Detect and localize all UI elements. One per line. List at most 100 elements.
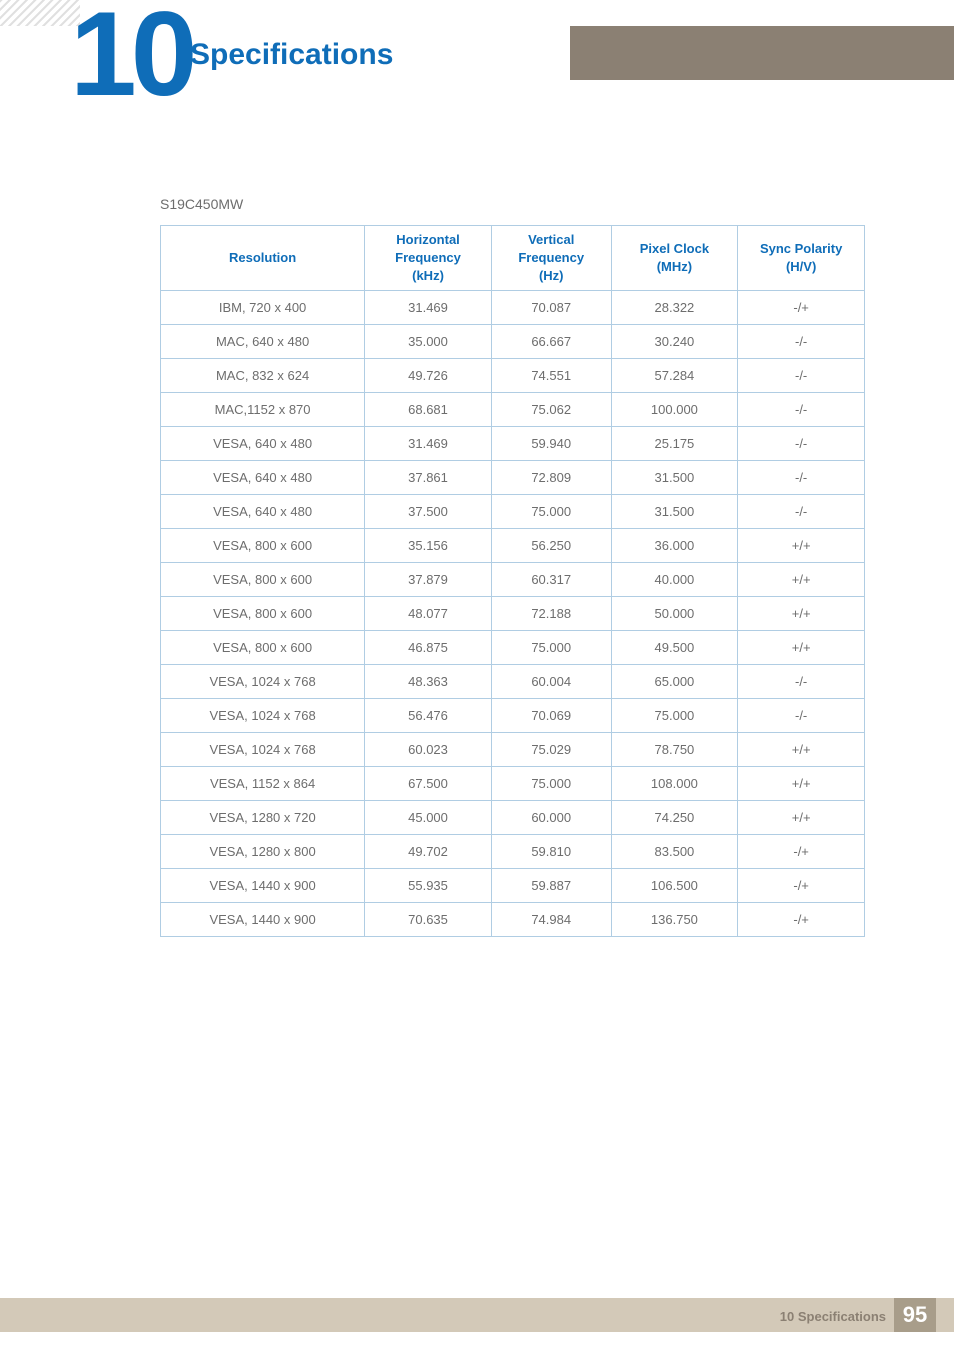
table-cell: 70.087: [491, 291, 611, 325]
table-cell: 31.469: [365, 427, 492, 461]
table-cell: 78.750: [611, 733, 738, 767]
table-cell: +/+: [738, 631, 865, 665]
table-row: MAC,1152 x 87068.68175.062100.000-/-: [161, 393, 865, 427]
table-cell: 28.322: [611, 291, 738, 325]
table-row: VESA, 1440 x 90055.93559.887106.500-/+: [161, 869, 865, 903]
table-cell: 25.175: [611, 427, 738, 461]
table-cell: 106.500: [611, 869, 738, 903]
table-cell: 45.000: [365, 801, 492, 835]
table-cell: VESA, 800 x 600: [161, 631, 365, 665]
model-label: S19C450MW: [160, 196, 243, 212]
table-row: VESA, 800 x 60048.07772.18850.000+/+: [161, 597, 865, 631]
table-cell: VESA, 1024 x 768: [161, 665, 365, 699]
table-row: MAC, 832 x 62449.72674.55157.284-/-: [161, 359, 865, 393]
table-cell: -/-: [738, 427, 865, 461]
table-cell: IBM, 720 x 400: [161, 291, 365, 325]
table-cell: 48.077: [365, 597, 492, 631]
table-cell: 75.000: [491, 495, 611, 529]
table-cell: 70.069: [491, 699, 611, 733]
col-label: Sync Polarity(H/V): [760, 241, 842, 274]
table-cell: 60.317: [491, 563, 611, 597]
table-cell: +/+: [738, 597, 865, 631]
table-cell: 67.500: [365, 767, 492, 801]
table-cell: -/+: [738, 835, 865, 869]
table-cell: 72.809: [491, 461, 611, 495]
table-cell: 75.000: [491, 767, 611, 801]
table-cell: 60.023: [365, 733, 492, 767]
table-cell: 49.702: [365, 835, 492, 869]
table-cell: VESA, 640 x 480: [161, 427, 365, 461]
table-cell: 65.000: [611, 665, 738, 699]
table-cell: VESA, 800 x 600: [161, 597, 365, 631]
table-cell: 60.004: [491, 665, 611, 699]
table-cell: -/-: [738, 699, 865, 733]
table-cell: VESA, 640 x 480: [161, 495, 365, 529]
table-cell: 100.000: [611, 393, 738, 427]
chapter-badge: 10: [70, 0, 175, 125]
table-cell: 75.062: [491, 393, 611, 427]
table-cell: -/+: [738, 869, 865, 903]
col-label: Resolution: [229, 250, 296, 265]
table-cell: -/-: [738, 495, 865, 529]
table-row: VESA, 800 x 60035.15656.25036.000+/+: [161, 529, 865, 563]
table-row: VESA, 1024 x 76848.36360.00465.000-/-: [161, 665, 865, 699]
table-cell: +/+: [738, 733, 865, 767]
table-cell: VESA, 1152 x 864: [161, 767, 365, 801]
col-label: Pixel Clock(MHz): [640, 241, 709, 274]
table-cell: 49.500: [611, 631, 738, 665]
table-cell: 75.000: [611, 699, 738, 733]
table-cell: -/-: [738, 359, 865, 393]
table-cell: 37.879: [365, 563, 492, 597]
table-cell: VESA, 1024 x 768: [161, 733, 365, 767]
table-cell: 35.000: [365, 325, 492, 359]
table-cell: -/+: [738, 291, 865, 325]
table-cell: 40.000: [611, 563, 738, 597]
table-cell: -/-: [738, 461, 865, 495]
table-cell: 66.667: [491, 325, 611, 359]
table-cell: MAC, 832 x 624: [161, 359, 365, 393]
table-cell: 56.476: [365, 699, 492, 733]
table-cell: 60.000: [491, 801, 611, 835]
table-cell: 55.935: [365, 869, 492, 903]
table-cell: MAC,1152 x 870: [161, 393, 365, 427]
table-cell: 136.750: [611, 903, 738, 937]
table-cell: 83.500: [611, 835, 738, 869]
table-cell: MAC, 640 x 480: [161, 325, 365, 359]
table-cell: 68.681: [365, 393, 492, 427]
table-cell: -/-: [738, 665, 865, 699]
table-cell: VESA, 800 x 600: [161, 529, 365, 563]
col-pclock: Pixel Clock(MHz): [611, 226, 738, 291]
chapter-number: 10: [70, 0, 175, 108]
table-body: IBM, 720 x 40031.46970.08728.322-/+MAC, …: [161, 291, 865, 937]
table-cell: 37.861: [365, 461, 492, 495]
col-resolution: Resolution: [161, 226, 365, 291]
table-cell: 59.887: [491, 869, 611, 903]
table-cell: 36.000: [611, 529, 738, 563]
table-header-row: Resolution HorizontalFrequency(kHz) Vert…: [161, 226, 865, 291]
page-number: 95: [894, 1298, 936, 1332]
table-cell: -/-: [738, 393, 865, 427]
col-hfreq: HorizontalFrequency(kHz): [365, 226, 492, 291]
table-cell: 72.188: [491, 597, 611, 631]
table-cell: 50.000: [611, 597, 738, 631]
spec-table: Resolution HorizontalFrequency(kHz) Vert…: [160, 225, 865, 937]
col-label: VerticalFrequency(Hz): [518, 232, 584, 283]
table-row: VESA, 1024 x 76860.02375.02978.750+/+: [161, 733, 865, 767]
table-cell: +/+: [738, 801, 865, 835]
table-cell: 56.250: [491, 529, 611, 563]
table-cell: 35.156: [365, 529, 492, 563]
table-cell: 59.940: [491, 427, 611, 461]
table-cell: VESA, 1440 x 900: [161, 903, 365, 937]
col-syncpol: Sync Polarity(H/V): [738, 226, 865, 291]
table-row: VESA, 1152 x 86467.50075.000108.000+/+: [161, 767, 865, 801]
table-row: VESA, 800 x 60046.87575.00049.500+/+: [161, 631, 865, 665]
table-cell: 74.551: [491, 359, 611, 393]
table-cell: -/-: [738, 325, 865, 359]
table-row: VESA, 1440 x 90070.63574.984136.750-/+: [161, 903, 865, 937]
table-cell: VESA, 1024 x 768: [161, 699, 365, 733]
table-row: VESA, 640 x 48037.86172.80931.500-/-: [161, 461, 865, 495]
col-label: HorizontalFrequency(kHz): [395, 232, 461, 283]
table-cell: 46.875: [365, 631, 492, 665]
table-row: MAC, 640 x 48035.00066.66730.240-/-: [161, 325, 865, 359]
table-cell: VESA, 1280 x 720: [161, 801, 365, 835]
